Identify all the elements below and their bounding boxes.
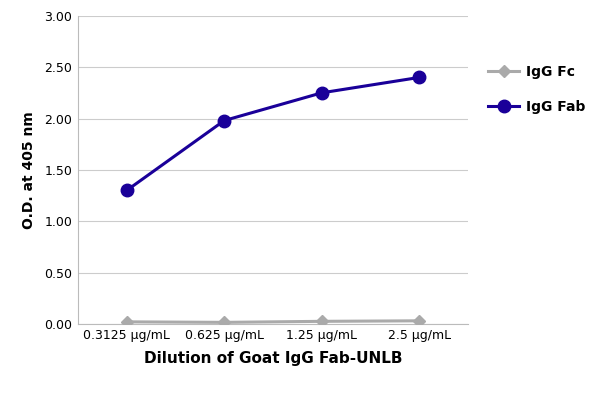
Y-axis label: O.D. at 405 nm: O.D. at 405 nm: [22, 111, 36, 229]
IgG Fab: [416, 75, 423, 80]
Line: IgG Fab: IgG Fab: [121, 71, 425, 197]
IgG Fc: [318, 319, 325, 324]
Legend: IgG Fc, IgG Fab: IgG Fc, IgG Fab: [483, 60, 591, 120]
IgG Fab: [318, 90, 325, 95]
IgG Fab: [123, 188, 130, 193]
IgG Fab: [221, 118, 228, 123]
IgG Fc: [416, 318, 423, 323]
IgG Fc: [123, 320, 130, 324]
Line: IgG Fc: IgG Fc: [122, 317, 424, 327]
IgG Fc: [221, 320, 228, 325]
X-axis label: Dilution of Goat IgG Fab-UNLB: Dilution of Goat IgG Fab-UNLB: [144, 351, 402, 366]
